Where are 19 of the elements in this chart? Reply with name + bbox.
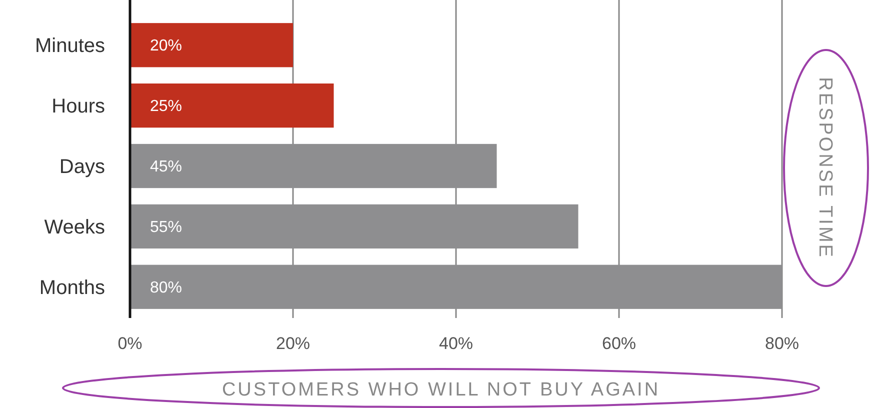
data-label: 80%: [150, 279, 182, 296]
x-tick-label: 20%: [276, 334, 310, 353]
data-label: 25%: [150, 98, 182, 116]
y-tick-label: Months: [39, 276, 105, 299]
bar: [130, 23, 293, 68]
x-tick-label: 0%: [118, 334, 142, 353]
y-tick-label: Weeks: [44, 216, 105, 238]
data-label: 45%: [150, 158, 182, 176]
bar: [130, 84, 334, 128]
x-tick-label: 40%: [438, 334, 474, 353]
y-tick-label: Minutes: [34, 35, 105, 58]
x-tick-label: 60%: [602, 334, 636, 353]
y-tick-label: Hours: [52, 96, 105, 118]
x-axis-title: CUSTOMERS WHO WILL NOT BUY AGAIN: [222, 380, 660, 401]
data-label: 55%: [150, 219, 182, 236]
y-tick-label: Days: [59, 156, 105, 178]
data-label: 20%: [150, 38, 182, 55]
x-tick-label: 80%: [764, 334, 800, 353]
y-axis-title: RESPONSE TIME: [814, 77, 836, 259]
